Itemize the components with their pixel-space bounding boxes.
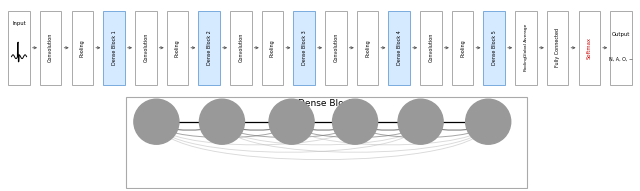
Text: Convolution: Convolution [143, 33, 148, 62]
Text: Pooling: Pooling [80, 39, 85, 57]
FancyBboxPatch shape [515, 11, 537, 85]
Text: Convolution: Convolution [428, 33, 433, 62]
Text: Global Average: Global Average [524, 24, 528, 57]
FancyBboxPatch shape [103, 11, 125, 85]
FancyBboxPatch shape [293, 11, 315, 85]
Text: Softmax: Softmax [587, 37, 592, 59]
Text: Dense Block 2: Dense Block 2 [207, 30, 212, 65]
FancyBboxPatch shape [8, 11, 30, 85]
Ellipse shape [269, 99, 314, 144]
Text: Dense Block 3: Dense Block 3 [301, 30, 307, 65]
Ellipse shape [398, 99, 443, 144]
Ellipse shape [333, 99, 378, 144]
Text: Fully Connected: Fully Connected [555, 28, 560, 67]
FancyBboxPatch shape [579, 11, 600, 85]
Ellipse shape [200, 99, 244, 144]
Text: Convolution: Convolution [48, 33, 53, 62]
Text: Pooling: Pooling [365, 39, 370, 57]
Text: Pooling: Pooling [524, 55, 528, 71]
FancyBboxPatch shape [325, 11, 347, 85]
Text: Dense Block: Dense Block [298, 100, 355, 108]
Text: Pooling: Pooling [175, 39, 180, 57]
Text: Dense Block 1: Dense Block 1 [111, 30, 116, 65]
FancyBboxPatch shape [420, 11, 442, 85]
Ellipse shape [134, 99, 179, 144]
Text: Pooling: Pooling [270, 39, 275, 57]
FancyBboxPatch shape [610, 11, 632, 85]
Text: Input: Input [12, 21, 26, 26]
FancyBboxPatch shape [166, 11, 188, 85]
FancyBboxPatch shape [483, 11, 505, 85]
Text: Pooling: Pooling [460, 39, 465, 57]
FancyBboxPatch shape [356, 11, 378, 85]
Text: N, A, O, ~: N, A, O, ~ [609, 56, 633, 62]
FancyBboxPatch shape [452, 11, 474, 85]
FancyBboxPatch shape [230, 11, 252, 85]
Text: Convolution: Convolution [238, 33, 243, 62]
Text: Dense Block 4: Dense Block 4 [397, 30, 402, 65]
FancyBboxPatch shape [547, 11, 568, 85]
FancyBboxPatch shape [135, 11, 157, 85]
FancyBboxPatch shape [125, 97, 527, 188]
FancyBboxPatch shape [72, 11, 93, 85]
Text: Output: Output [612, 32, 630, 37]
FancyBboxPatch shape [388, 11, 410, 85]
FancyBboxPatch shape [40, 11, 61, 85]
FancyBboxPatch shape [198, 11, 220, 85]
FancyBboxPatch shape [262, 11, 284, 85]
Text: Convolution: Convolution [333, 33, 339, 62]
Ellipse shape [466, 99, 511, 144]
Text: Dense Block 5: Dense Block 5 [492, 30, 497, 65]
